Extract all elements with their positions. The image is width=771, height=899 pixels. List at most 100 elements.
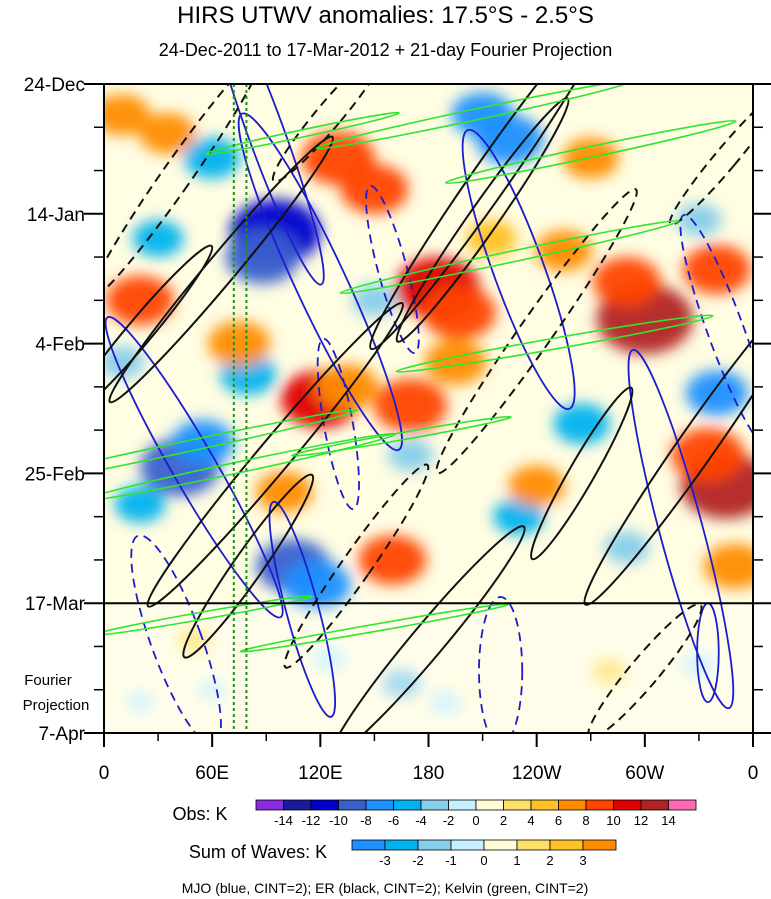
obs-colorbar-swatch: [420, 799, 449, 811]
anomaly-blob: [198, 679, 227, 700]
mjo-contour: [478, 596, 524, 733]
er-contour: [668, 90, 753, 226]
waves-colorbar-swatch: [516, 839, 551, 851]
obs-colorbar-tick-label: 2: [500, 813, 507, 828]
kelvin-contour: [104, 595, 314, 637]
mjo-contour: [365, 184, 420, 354]
kelvin-contour: [204, 111, 400, 156]
waves-colorbar-swatch: [549, 839, 584, 851]
obs-colorbar-swatch: [448, 799, 477, 811]
contour-legend-footer: MJO (blue, CINT=2); ER (black, CINT=2); …: [182, 880, 589, 896]
anomaly-blob: [104, 94, 151, 136]
waves-colorbar-tick-label: 1: [513, 853, 520, 868]
anomaly-blob: [132, 220, 184, 257]
anomaly-blob: [138, 112, 196, 154]
x-tick-label: 120E: [298, 763, 342, 784]
waves-colorbar: -3 -2 -1 0 1 2 3: [351, 839, 617, 868]
waves-colorbar-tick-label: -3: [379, 853, 391, 868]
anomaly-blob: [422, 285, 496, 340]
anomaly-blob: [450, 679, 479, 700]
obs-colorbar-tick-label: 6: [555, 813, 562, 828]
obs-colorbar: -14 -12 -10 -8 -6 -4 -2 0 2 4 6 8 10 12 14: [255, 799, 697, 828]
obs-colorbar-tick-label: -8: [360, 813, 372, 828]
wave-contours: [104, 84, 753, 733]
waves-colorbar-tick-label: 0: [480, 853, 487, 868]
waves-colorbar-swatch: [582, 839, 617, 851]
anomaly-blob: [381, 669, 422, 698]
anomaly-blob: [340, 164, 409, 214]
er-contour: [583, 279, 753, 606]
x-tick-label: 0: [99, 763, 110, 784]
y-tick-label: 4-Feb: [35, 335, 85, 356]
x-tick-label: 60E: [195, 763, 229, 784]
waves-colorbar-label: Sum of Waves: K: [189, 842, 327, 862]
er-contour: [369, 84, 615, 351]
obs-colorbar-swatch: [393, 799, 422, 811]
y-tick-label: 25-Feb: [25, 464, 85, 485]
chart-title: HIRS UTWV anomalies: 17.5°S - 2.5°S: [177, 2, 594, 29]
er-contour: [104, 84, 264, 300]
obs-colorbar-tick-label: 10: [606, 813, 620, 828]
waves-colorbar-swatch: [450, 839, 485, 851]
obs-colorbar-tick-label: 8: [582, 813, 589, 828]
kelvin-contour: [239, 603, 510, 653]
er-contour: [395, 97, 570, 343]
plot-area: [104, 84, 753, 733]
er-contour: [435, 188, 638, 475]
obs-colorbar-swatch: [613, 799, 642, 811]
obs-colorbar-tick-label: -2: [443, 813, 455, 828]
y-tick-label: 14-Jan: [27, 205, 85, 226]
waves-colorbar-tick-label: 2: [546, 853, 553, 868]
anomaly-blob: [358, 535, 427, 585]
y-tick-label: 17-Mar: [25, 594, 86, 615]
obs-colorbar-swatch: [365, 799, 394, 811]
anomaly-blob: [683, 244, 751, 295]
er-contour: [587, 603, 703, 733]
obs-colorbar-swatch: [255, 799, 284, 811]
obs-colorbar-swatch: [668, 799, 697, 811]
er-contour: [182, 473, 315, 659]
mjo-contour: [268, 500, 336, 718]
er-contour: [283, 463, 430, 669]
kelvin-contour: [104, 408, 359, 489]
anomaly-blob: [676, 203, 722, 237]
anomaly-blob: [671, 428, 745, 482]
anomaly-blob: [475, 114, 544, 165]
y-tick-label: 7-Apr: [39, 724, 86, 745]
anomaly-blob: [682, 652, 716, 678]
obs-colorbar-swatch: [558, 799, 587, 811]
er-contour: [530, 386, 634, 561]
obs-colorbar-swatch: [338, 799, 367, 811]
mjo-contour: [237, 112, 403, 452]
x-tick-label: 0: [748, 763, 759, 784]
obs-colorbar-swatch: [530, 799, 559, 811]
anomaly-blob: [172, 419, 235, 466]
anomaly-blob: [373, 378, 448, 433]
obs-colorbar-tick-label: 0: [472, 813, 479, 828]
anomaly-blob: [493, 498, 544, 536]
projection-label-line-2: Projection: [23, 697, 90, 714]
anomaly-blob: [114, 485, 166, 523]
mjo-contour: [627, 348, 735, 710]
kelvin-contour: [315, 84, 632, 150]
anomaly-blob: [685, 370, 748, 416]
chart-subtitle: 24-Dec-2011 to 17-Mar-2012 + 21-day Four…: [158, 40, 613, 60]
waves-colorbar-swatch: [417, 839, 452, 851]
kelvin-contour: [395, 314, 714, 373]
y-tick-label: 24-Dec: [24, 75, 85, 96]
er-contour: [108, 135, 334, 404]
obs-colorbar-tick-label: 4: [527, 813, 534, 828]
kelvin-contour: [339, 219, 680, 295]
mjo-contour: [316, 337, 360, 511]
obs-colorbar-tick-label: -4: [415, 813, 427, 828]
waves-colorbar-tick-label: -1: [445, 853, 457, 868]
obs-colorbar-tick-label: -10: [329, 813, 348, 828]
waves-colorbar-swatch: [351, 839, 386, 851]
anomaly-blob: [184, 137, 241, 179]
obs-colorbar-swatch: [503, 799, 532, 811]
anomaly-blob: [553, 403, 610, 445]
obs-colorbar-tick-label: -12: [302, 813, 321, 828]
anomaly-blob: [592, 659, 626, 684]
obs-colorbar-swatch: [283, 799, 312, 811]
er-contour: [146, 301, 405, 608]
